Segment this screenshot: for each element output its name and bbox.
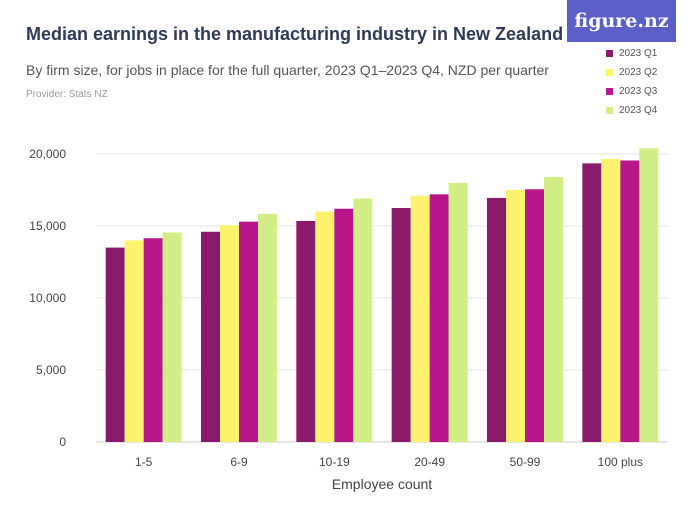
provider-label: Provider: Stats NZ	[26, 89, 108, 100]
legend-label-q2: 2023 Q2	[619, 67, 658, 78]
bar-10-19-q1	[296, 220, 316, 442]
x-axis-title: Employee count	[332, 476, 433, 492]
bar-50-99-q3	[525, 189, 544, 442]
y-tick-label: 15,000	[29, 219, 66, 233]
bar-20-49-q3	[429, 194, 449, 442]
bar-50-99-q1	[487, 197, 506, 442]
legend-label-q1: 2023 Q1	[619, 48, 658, 59]
chart-subtitle: By firm size, for jobs in place for the …	[26, 62, 549, 78]
bar-1-5-q2	[124, 240, 144, 442]
bar-50-99-q4	[544, 177, 563, 443]
bar-6-9-q2	[220, 225, 239, 442]
bar-10-19-q2	[315, 211, 335, 442]
y-tick-label: 0	[59, 435, 66, 449]
x-tick-label: 100 plus	[598, 455, 643, 469]
bar-10-19-q3	[334, 208, 354, 442]
bar-20-49-q2	[410, 195, 430, 442]
bar-100 plus-q3	[620, 160, 640, 443]
legend-item-q2: 2023 Q2	[606, 63, 657, 82]
x-tick-label: 10-19	[319, 455, 350, 469]
bar-1-5-q4	[162, 232, 182, 442]
legend-swatch-q1	[606, 50, 613, 57]
bar-100 plus-q2	[601, 159, 621, 443]
y-tick-label: 10,000	[29, 291, 66, 305]
x-tick-label: 1-5	[135, 455, 153, 469]
legend-item-q4: 2023 Q4	[606, 101, 657, 120]
legend-label-q4: 2023 Q4	[619, 105, 658, 116]
bar-6-9-q1	[201, 231, 220, 442]
legend-item-q3: 2023 Q3	[606, 82, 657, 101]
legend-swatch-q4	[606, 107, 613, 114]
bar-100 plus-q1	[582, 163, 602, 443]
chart-legend: 2023 Q1 2023 Q2 2023 Q3 2023 Q4	[606, 44, 657, 120]
chart-title: Median earnings in the manufacturing ind…	[26, 24, 564, 44]
bar-10-19-q4	[353, 198, 373, 442]
x-tick-label: 6-9	[230, 455, 248, 469]
legend-label-q3: 2023 Q3	[619, 86, 658, 97]
y-tick-label: 20,000	[29, 147, 66, 161]
legend-swatch-q2	[606, 69, 613, 76]
bar-100 plus-q4	[639, 148, 659, 443]
figure-nz-logo[interactable]: figure.nz	[567, 0, 676, 42]
bar-6-9-q3	[239, 221, 258, 442]
bar-6-9-q4	[258, 213, 277, 442]
bar-20-49-q4	[448, 182, 468, 443]
y-tick-label: 5,000	[36, 363, 66, 377]
bar-20-49-q1	[391, 208, 411, 442]
legend-item-q1: 2023 Q1	[606, 44, 657, 63]
bar-1-5-q3	[143, 238, 163, 442]
bar-1-5-q1	[105, 247, 125, 442]
x-tick-label: 50-99	[510, 455, 541, 469]
legend-swatch-q3	[606, 88, 613, 95]
x-tick-label: 20-49	[414, 455, 445, 469]
bar-50-99-q2	[506, 190, 525, 442]
